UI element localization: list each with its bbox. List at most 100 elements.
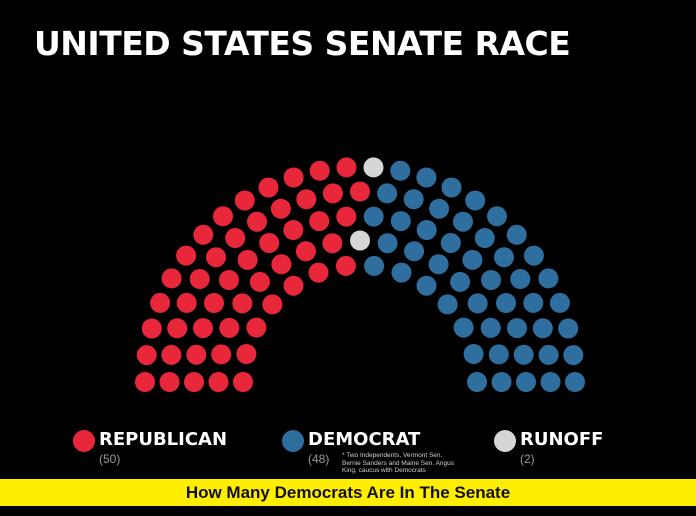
seat-republican: [246, 317, 267, 338]
seat-democrat: [488, 344, 509, 365]
seat-republican: [189, 269, 210, 289]
seat-republican: [233, 372, 253, 392]
seat-democrat: [416, 220, 437, 240]
seat-democrat: [507, 318, 527, 339]
seat-democrat: [506, 224, 527, 245]
seat-republican: [204, 293, 224, 313]
seat-democrat: [513, 344, 534, 365]
seat-republican: [208, 372, 229, 392]
seat-democrat: [496, 293, 516, 313]
seat-republican: [176, 292, 197, 313]
seat-democrat: [487, 206, 507, 227]
seat-republican: [193, 224, 214, 245]
seat-democrat: [516, 372, 536, 392]
legend-label-democrat: DEMOCRAT: [308, 429, 421, 450]
seat-democrat: [510, 269, 531, 289]
seat-democrat: [549, 292, 570, 313]
seat-democrat: [428, 254, 449, 275]
republican-dot-icon: [73, 430, 95, 452]
seat-democrat: [491, 372, 512, 392]
democrat-dot-icon: [282, 430, 304, 452]
seat-democrat: [440, 233, 461, 253]
seat-democrat: [416, 275, 437, 296]
seat-republican: [135, 372, 155, 392]
seat-republican: [136, 345, 157, 366]
seat-democrat: [390, 211, 411, 232]
seat-runoff: [363, 157, 384, 178]
seat-republican: [308, 262, 329, 283]
seat-republican: [184, 372, 204, 392]
seat-democrat: [437, 294, 458, 315]
seat-republican: [270, 198, 291, 219]
seat-democrat: [538, 344, 559, 365]
legend-count-democrat: (48): [308, 452, 330, 466]
seat-democrat: [480, 317, 501, 338]
seat-republican: [206, 247, 226, 268]
seat-republican: [295, 241, 316, 262]
seat-republican: [225, 228, 246, 248]
seat-democrat: [453, 317, 474, 338]
seat-democrat: [523, 292, 544, 313]
seat-democrat: [404, 241, 425, 262]
seat-democrat: [494, 247, 514, 268]
seat-republican: [161, 344, 182, 365]
seat-republican: [335, 255, 356, 276]
seat-republican: [247, 211, 267, 232]
seat-republican: [350, 181, 370, 202]
legend-label-runoff: RUNOFF: [520, 429, 604, 450]
seat-democrat: [364, 255, 385, 276]
seat-democrat: [377, 183, 398, 204]
seat-republican: [150, 292, 171, 313]
seat-democrat: [429, 198, 450, 219]
seat-democrat: [416, 167, 437, 188]
seat-democrat: [441, 177, 462, 198]
seat-democrat: [467, 293, 488, 314]
seat-democrat: [462, 249, 483, 270]
seat-democrat: [481, 270, 501, 290]
seat-republican: [236, 344, 257, 364]
seat-democrat: [363, 206, 384, 227]
seat-democrat: [377, 233, 398, 254]
seat-republican: [322, 183, 343, 204]
seat-republican: [219, 270, 239, 290]
caption-banner: How Many Democrats Are In The Senate: [0, 479, 696, 506]
seat-democrat: [465, 190, 486, 211]
seat-republican: [211, 344, 232, 365]
seat-republican: [283, 220, 304, 240]
seat-democrat: [523, 245, 544, 266]
seat-democrat: [450, 271, 471, 292]
seat-republican: [259, 233, 280, 253]
seat-republican: [309, 211, 330, 232]
seat-democrat: [540, 372, 561, 392]
seat-democrat: [463, 344, 484, 364]
seat-republican: [219, 317, 240, 338]
footnote: * Two Independents, Vermont Sen. Bernie …: [342, 452, 455, 474]
seat-democrat: [532, 318, 553, 339]
legend-count-runoff: (2): [520, 452, 535, 466]
seat-republican: [141, 318, 162, 339]
seat-republican: [258, 177, 279, 198]
seat-democrat: [538, 268, 559, 289]
seat-republican: [283, 275, 304, 296]
seat-runoff: [350, 230, 370, 251]
seat-republican: [309, 160, 330, 181]
seat-republican: [234, 190, 255, 211]
seat-republican: [161, 268, 182, 289]
seat-republican: [322, 233, 343, 254]
seat-republican: [262, 294, 283, 315]
seat-democrat: [467, 372, 487, 392]
seat-republican: [213, 206, 233, 227]
seat-republican: [159, 372, 180, 392]
seat-democrat: [558, 318, 579, 339]
seat-republican: [249, 271, 270, 292]
chart-title: UNITED STATES SENATE RACE: [34, 24, 571, 63]
legend-count-republican: (50): [99, 452, 121, 466]
seat-republican: [336, 157, 357, 178]
seat-republican: [176, 245, 197, 266]
seat-republican: [336, 206, 357, 227]
seat-republican: [237, 249, 258, 270]
seat-democrat: [390, 160, 411, 181]
seat-republican: [296, 189, 317, 210]
seat-republican: [271, 254, 292, 275]
seat-democrat: [403, 189, 424, 210]
